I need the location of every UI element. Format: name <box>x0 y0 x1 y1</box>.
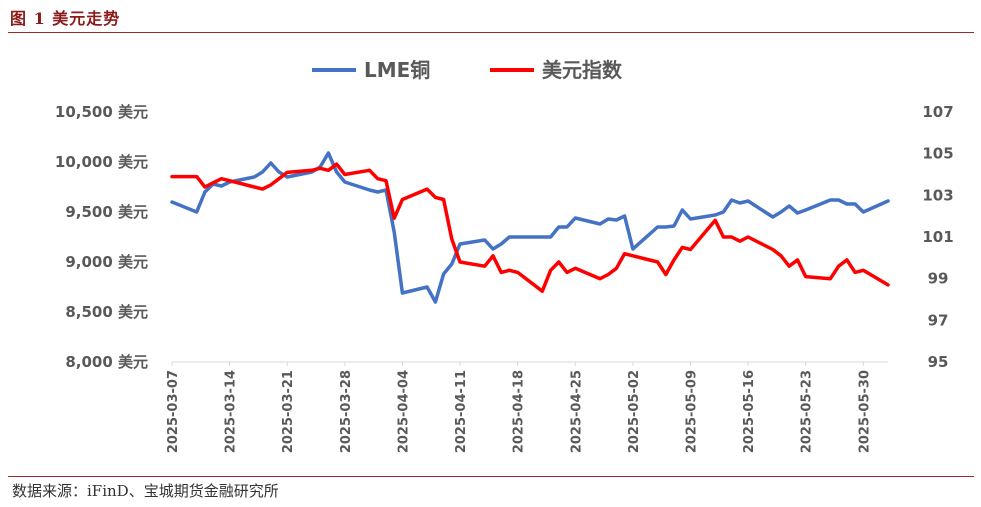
chart: LME铜 美元指数 8,000 美元 8,500 美元 9,000 美元 9,500 美… <box>55 58 954 453</box>
bottom-rule <box>8 476 974 477</box>
right-tick-label: 97 <box>928 311 949 329</box>
right-tick-label: 99 <box>928 270 949 288</box>
x-tick-label: 2025-05-16 <box>742 370 757 453</box>
x-tick-label: 2025-05-09 <box>684 370 699 453</box>
data-source: 数据来源：iFinD、宝城期货金融研究所 <box>12 482 279 500</box>
x-tick-label: 2025-04-11 <box>454 370 469 453</box>
top-rule <box>8 32 974 33</box>
right-tick-label: 103 <box>922 186 953 204</box>
x-tick-label: 2025-04-04 <box>396 370 411 453</box>
x-tick-label: 2025-05-02 <box>627 370 642 453</box>
x-tick-label: 2025-03-28 <box>339 370 354 453</box>
left-axis: 8,000 美元 8,500 美元 9,000 美元 9,500 美元 10,000 美… <box>55 103 148 371</box>
right-tick-label: 107 <box>922 103 953 121</box>
left-tick-label: 8,000 美元 <box>65 353 148 371</box>
right-axis: 95 97 99 101 103 105 107 <box>922 103 953 371</box>
left-tick-label: 10,000 美元 <box>55 153 148 171</box>
right-tick-label: 101 <box>922 228 953 246</box>
plot-area <box>170 151 890 304</box>
x-tick-label: 2025-03-21 <box>281 370 296 453</box>
x-axis: 2025-03-07 2025-03-14 2025-03-21 2025-03-28… <box>166 361 888 453</box>
left-tick-label: 9,500 美元 <box>65 203 148 221</box>
x-tick-label: 2025-04-25 <box>569 370 584 453</box>
legend-label: LME铜 <box>364 58 430 82</box>
x-tick-label: 2025-03-07 <box>166 370 181 453</box>
left-tick-label: 8,500 美元 <box>65 303 148 321</box>
x-tick-label: 2025-05-23 <box>800 370 815 453</box>
left-tick-label: 10,500 美元 <box>55 103 148 121</box>
left-tick-label: 9,000 美元 <box>65 253 148 271</box>
series-line-lme-copper <box>170 151 890 304</box>
x-tick-label: 2025-04-18 <box>512 370 527 453</box>
series-line-dollar-index <box>170 162 890 293</box>
legend-label: 美元指数 <box>542 58 623 82</box>
legend: LME铜 美元指数 <box>312 58 623 82</box>
x-tick-label: 2025-05-30 <box>857 370 872 453</box>
x-tick-label: 2025-03-14 <box>224 370 239 453</box>
right-tick-label: 95 <box>928 353 949 371</box>
right-tick-label: 105 <box>922 145 953 163</box>
figure-title: 图 1 美元走势 <box>10 9 121 28</box>
